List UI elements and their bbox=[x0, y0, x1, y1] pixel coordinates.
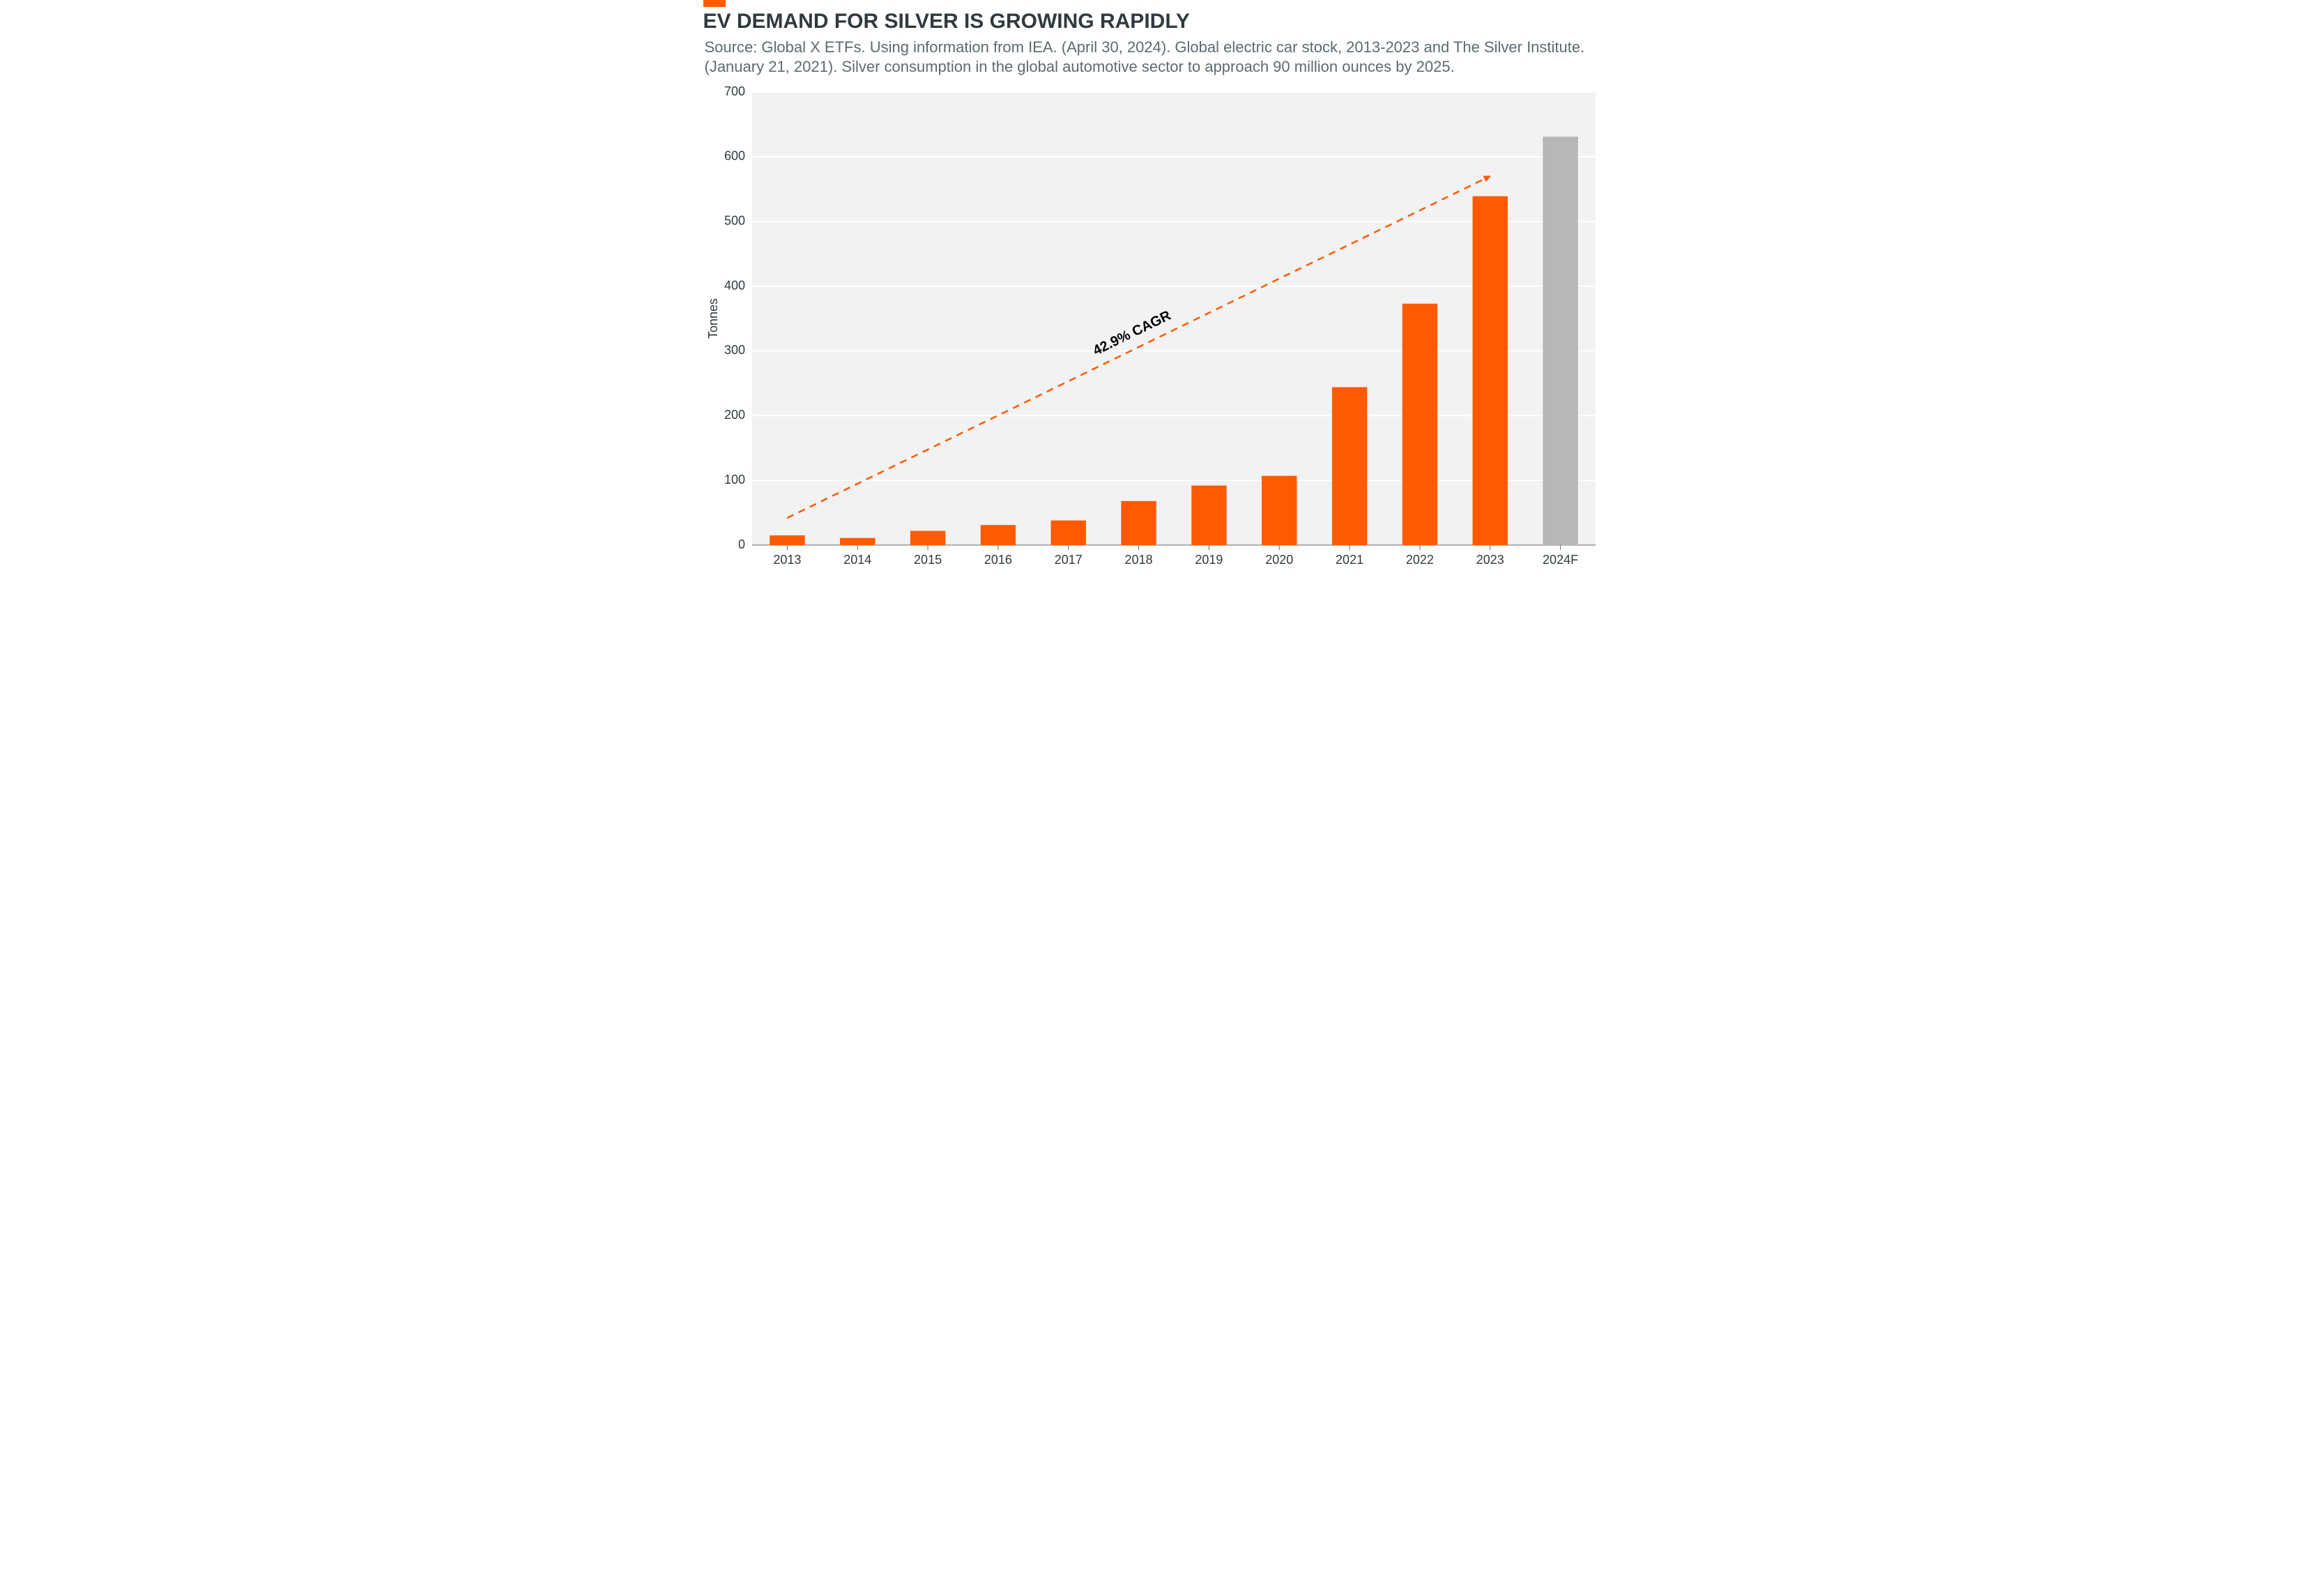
bar bbox=[1262, 476, 1297, 545]
bar bbox=[1472, 197, 1507, 546]
bar bbox=[1191, 486, 1226, 545]
x-tick-label: 2018 bbox=[1124, 553, 1152, 567]
bar bbox=[1050, 521, 1085, 545]
x-tick-label: 2020 bbox=[1265, 553, 1293, 567]
chart-source: Source: Global X ETFs. Using information… bbox=[705, 38, 1621, 77]
y-tick-label: 200 bbox=[724, 408, 744, 422]
bar bbox=[770, 535, 804, 545]
y-tick-label: 0 bbox=[737, 537, 744, 551]
chart-title: EV DEMAND FOR SILVER IS GROWING RAPIDLY bbox=[703, 10, 1621, 33]
bar bbox=[840, 538, 875, 545]
plot-background bbox=[752, 92, 1596, 545]
bar bbox=[910, 531, 945, 545]
y-tick-label: 700 bbox=[724, 85, 744, 98]
x-tick-label: 2016 bbox=[984, 553, 1011, 567]
x-tick-label: 2017 bbox=[1054, 553, 1082, 567]
x-tick-label: 2014 bbox=[843, 553, 871, 567]
x-tick-label: 2021 bbox=[1336, 553, 1363, 567]
x-tick-label: 2019 bbox=[1195, 553, 1223, 567]
y-tick-label: 300 bbox=[724, 343, 744, 357]
bar-chart: 0 100 200 300 400 500 600 700 Tonnes 2013 2014 2015… bbox=[703, 85, 1603, 573]
x-tick-label: 2022 bbox=[1405, 553, 1433, 567]
x-tick-label: 2024F bbox=[1543, 553, 1578, 567]
y-tick-label: 500 bbox=[724, 214, 744, 228]
x-tick-label: 2013 bbox=[773, 553, 801, 567]
bar bbox=[1402, 304, 1437, 545]
bar bbox=[980, 526, 1015, 546]
x-tick-label: 2015 bbox=[914, 553, 942, 567]
bar bbox=[1331, 388, 1366, 546]
accent-tab bbox=[703, 0, 726, 7]
y-tick-label: 100 bbox=[724, 473, 744, 487]
bar bbox=[1543, 137, 1577, 545]
bar bbox=[1121, 501, 1156, 545]
y-tick-label: 600 bbox=[724, 149, 744, 163]
x-tick-label: 2023 bbox=[1476, 553, 1504, 567]
y-tick-label: 400 bbox=[724, 279, 744, 293]
y-axis-label: Tonnes bbox=[706, 298, 720, 339]
